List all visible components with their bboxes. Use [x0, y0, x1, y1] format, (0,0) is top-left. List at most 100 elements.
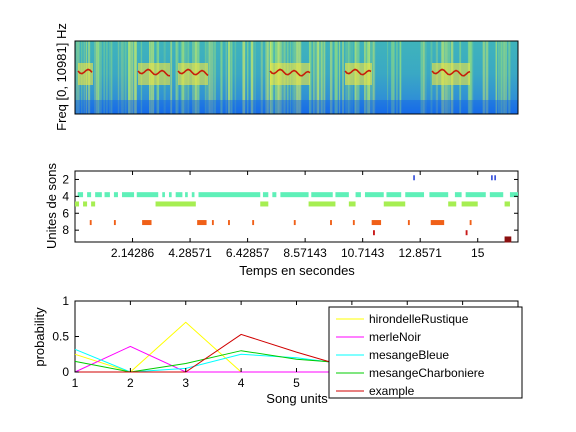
prob-x-tick-label: 5 — [293, 376, 300, 390]
spectrogram-band — [430, 41, 433, 114]
unit-segment — [75, 201, 80, 207]
spectrogram-band — [308, 41, 312, 114]
spectrogram-call-trace — [431, 68, 471, 77]
unit-segment — [260, 201, 269, 207]
unit-segment — [198, 192, 261, 198]
unit-segment — [335, 192, 349, 198]
spectrogram-band — [390, 41, 394, 114]
unit-segment — [364, 192, 384, 198]
unit-segment — [405, 192, 425, 198]
units-y-tick-label: 4 — [62, 189, 69, 203]
spectrogram-band — [320, 41, 323, 114]
spectrogram-band — [320, 41, 322, 114]
spectrogram-band — [425, 41, 427, 114]
spectrogram-band — [316, 41, 320, 114]
spectrogram-call-trace — [269, 68, 311, 77]
spectrogram-panel: Freq [0, 10981] Hz — [54, 23, 519, 131]
unit-segment — [197, 220, 207, 226]
spectrogram-band — [170, 41, 173, 114]
unit-segment — [469, 220, 472, 226]
unit-segment — [77, 192, 84, 198]
unit-segment — [155, 201, 196, 207]
spectrogram-band — [503, 41, 507, 114]
spectrogram-band — [396, 41, 398, 114]
unit-segment — [121, 192, 135, 198]
spectrogram-band — [502, 41, 506, 114]
spectrogram-band — [334, 41, 337, 114]
units-axes-box — [74, 170, 519, 243]
unit-segment — [95, 192, 102, 198]
spectrogram-band — [500, 41, 503, 114]
unit-segment — [430, 220, 445, 226]
spectrogram-band — [312, 41, 315, 114]
spectrogram-band — [482, 41, 485, 114]
unit-segment — [87, 192, 92, 198]
spectrogram-band — [423, 41, 425, 114]
units-x-tick-label: 15 — [471, 246, 485, 260]
prob-x-tick-label: 2 — [127, 376, 134, 390]
spectrogram-band — [495, 41, 497, 114]
unit-segment — [293, 220, 296, 226]
legend-label: hirondelleRustique — [369, 312, 469, 326]
spectrogram-band — [134, 41, 136, 114]
spectrogram-band — [373, 41, 376, 114]
legend-label: mesangeBleue — [369, 348, 449, 362]
spectrogram-call-energy — [345, 63, 372, 85]
units-x-tick-label: 6.42857 — [226, 246, 270, 260]
spectrogram-band — [338, 41, 341, 114]
unit-segment — [308, 201, 336, 207]
unit-segment — [89, 220, 92, 226]
unit-segment — [461, 201, 478, 207]
spectrogram-ylabel: Freq [0, 10981] Hz — [54, 23, 69, 131]
spectrogram-band — [246, 41, 249, 114]
spectrogram-band — [97, 41, 100, 114]
unit-segment — [211, 220, 214, 226]
unit-segment — [352, 220, 355, 226]
unit-segment — [272, 192, 277, 198]
probability-panel: 123456789 00.51 Song units probability h… — [32, 294, 523, 406]
unit-segment — [104, 192, 110, 198]
spectrogram-band — [208, 41, 211, 114]
spectrogram-band — [312, 41, 316, 114]
prob-y-tick-label: 0 — [62, 365, 69, 379]
spectrogram-band — [221, 41, 223, 114]
spectrogram-band — [128, 41, 130, 114]
unit-segment — [491, 175, 493, 181]
unit-segment — [185, 192, 188, 198]
legend-label: example — [369, 384, 415, 398]
spectrogram-band — [242, 41, 246, 114]
spectrogram-band — [508, 41, 510, 114]
spectrogram-band — [75, 41, 78, 114]
spectrogram-band — [230, 41, 233, 114]
spectrogram-band — [124, 41, 127, 114]
spectrogram-band — [100, 41, 102, 114]
spectrogram-call-trace — [77, 68, 93, 75]
spectrogram-band — [250, 41, 254, 114]
unit-segment — [136, 192, 159, 198]
unit-segment — [373, 230, 375, 236]
sound-units-panel: 2.14286 4.28571 6.42857 8.57143 10.7143 12.85… — [44, 163, 519, 278]
legend: hirondelleRustique merleNoir mesangeBleue m… — [328, 306, 523, 399]
units-x-tick-label: 8.57143 — [283, 246, 327, 260]
spectrogram-band — [420, 41, 423, 114]
units-x-tick-label: 2.14286 — [111, 246, 155, 260]
spectrogram-band — [134, 41, 137, 114]
legend-label: mesangeCharboniere — [369, 366, 485, 380]
spectrogram-call-energy — [78, 63, 93, 85]
spectrogram-band — [130, 41, 134, 114]
spectrogram-band — [471, 41, 474, 114]
units-ylabel: Unites de sons — [44, 163, 59, 249]
spectrogram-band — [266, 41, 269, 114]
spectrogram-band — [122, 41, 125, 114]
unit-segment — [228, 220, 230, 226]
spectrogram-band — [323, 41, 326, 114]
spectrogram-band — [175, 41, 179, 114]
spectrogram-band — [507, 41, 511, 114]
spectrogram-low-band — [75, 100, 518, 114]
units-xlabel: Temps en secondes — [239, 263, 355, 278]
spectrogram-band — [111, 41, 113, 114]
spectrogram-band — [225, 41, 227, 114]
unit-segment — [413, 175, 415, 181]
spectrogram-band — [387, 41, 389, 114]
prob-y-tick-label: 0.5 — [52, 330, 69, 344]
